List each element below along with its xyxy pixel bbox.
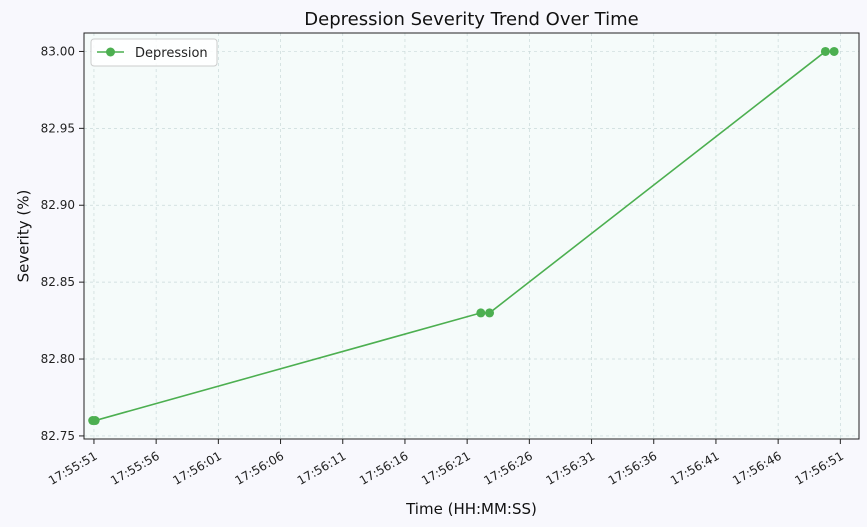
x-tick-label: 17:56:41 xyxy=(668,449,722,488)
x-tick-label: 17:56:26 xyxy=(481,449,535,488)
data-point xyxy=(485,308,495,318)
x-tick-label: 17:56:01 xyxy=(170,449,224,488)
y-tick-label: 82.90 xyxy=(41,198,75,212)
plot-frame xyxy=(83,32,860,440)
plot-area xyxy=(84,33,859,439)
x-tick-label: 17:56:11 xyxy=(295,449,349,488)
y-tick-label: 83.00 xyxy=(41,44,75,58)
x-tick-label: 17:55:51 xyxy=(46,449,100,488)
legend-marker xyxy=(106,47,115,57)
data-point xyxy=(820,46,830,56)
y-tick-label: 82.95 xyxy=(41,121,75,135)
chart-title: Depression Severity Trend Over Time xyxy=(304,9,638,30)
grid xyxy=(84,33,859,439)
legend-box xyxy=(90,38,218,67)
legend-label-depression: Depression xyxy=(135,46,208,61)
x-axis-title: Time (HH:MM:SS) xyxy=(405,500,537,518)
y-tick-label: 82.80 xyxy=(41,352,75,366)
y-tick-label: 82.75 xyxy=(41,429,75,443)
x-tick-label: 17:55:56 xyxy=(108,449,162,488)
x-tick-label: 17:56:51 xyxy=(792,449,846,488)
x-tick-label: 17:56:31 xyxy=(544,449,598,488)
legend: Depression xyxy=(90,38,218,67)
series-layer xyxy=(88,46,839,426)
x-tick-label: 17:56:46 xyxy=(730,449,784,488)
x-tick-label: 17:56:21 xyxy=(419,449,473,488)
x-tick-label: 17:56:16 xyxy=(357,449,411,488)
data-point xyxy=(476,308,486,318)
x-tick-label: 17:56:36 xyxy=(606,449,660,488)
y-axis-title: Severity (%) xyxy=(14,190,32,283)
data-point xyxy=(90,416,100,426)
x-tick-label: 17:56:06 xyxy=(233,449,287,488)
data-point xyxy=(829,46,839,56)
y-tick-label: 82.85 xyxy=(41,275,75,289)
